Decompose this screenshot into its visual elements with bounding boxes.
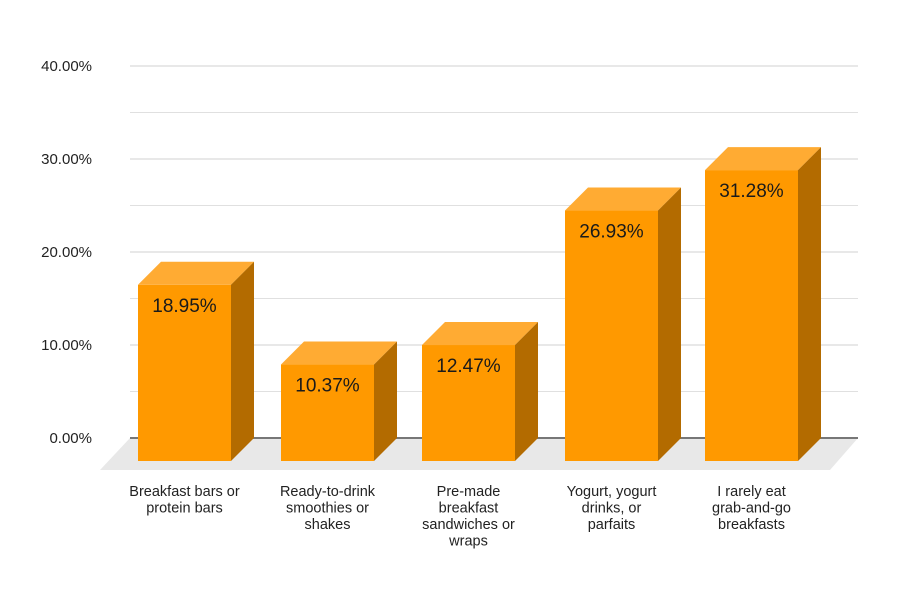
category-label-line: parfaits [588, 517, 636, 533]
category-label-line: wraps [448, 534, 488, 550]
data-label: 18.95% [152, 296, 217, 317]
bar-side [658, 187, 681, 461]
bar-group: 31.28% [705, 147, 821, 461]
bar-group: 12.47% [422, 322, 538, 461]
bar-front [705, 170, 798, 461]
data-label: 26.93% [579, 222, 644, 243]
category-label: Ready-to-drink smoothies or shakes [280, 484, 376, 533]
category-label-line: I rarely eat [717, 484, 786, 500]
bar-front [422, 345, 515, 461]
category-label: I rarely eat grab-and-go breakfasts [712, 484, 791, 533]
bar-side [798, 147, 821, 461]
data-label: 31.28% [719, 181, 784, 202]
bar-top [281, 341, 397, 365]
category-label-line: Yogurt, yogurt [567, 484, 657, 500]
bar-front [565, 210, 658, 461]
bar-top [705, 147, 821, 171]
category-label-line: Breakfast bars or [129, 484, 240, 500]
bar-front [281, 364, 374, 461]
bar-top [422, 322, 538, 346]
bar-side [374, 341, 397, 461]
category-label-line: breakfasts [718, 517, 785, 533]
category-label-line: Pre-made [437, 484, 501, 500]
bar-side [231, 261, 254, 461]
data-label: 10.37% [295, 376, 360, 397]
category-label: Pre-made breakfast sandwiches or wraps [422, 484, 515, 550]
bar-top [138, 261, 254, 285]
y-tick-label: 20.00% [41, 244, 92, 261]
category-label-line: drinks, or [582, 501, 642, 517]
category-label-line: smoothies or [286, 501, 369, 517]
category-label-line: shakes [305, 517, 351, 533]
y-tick-label: 0.00% [49, 430, 92, 447]
y-tick-label: 30.00% [41, 151, 92, 168]
bar-group: 18.95% [138, 261, 254, 461]
category-label-line: Ready-to-drink [280, 484, 376, 500]
bar-group: 26.93% [565, 187, 681, 461]
category-label-line: protein bars [146, 501, 223, 517]
category-label-line: sandwiches or [422, 517, 515, 533]
y-tick-label: 40.00% [41, 58, 92, 75]
y-tick-label: 10.00% [41, 337, 92, 354]
category-label: Yogurt, yogurt drinks, or parfaits [567, 484, 657, 533]
category-label-line: breakfast [439, 501, 499, 517]
data-label: 12.47% [436, 356, 501, 377]
bar-top [565, 187, 681, 211]
bar-front [138, 284, 231, 461]
category-label: Breakfast bars or protein bars [129, 484, 240, 517]
category-label-line: grab-and-go [712, 501, 791, 517]
bar-group: 10.37% [281, 341, 397, 461]
bar-side [515, 322, 538, 461]
